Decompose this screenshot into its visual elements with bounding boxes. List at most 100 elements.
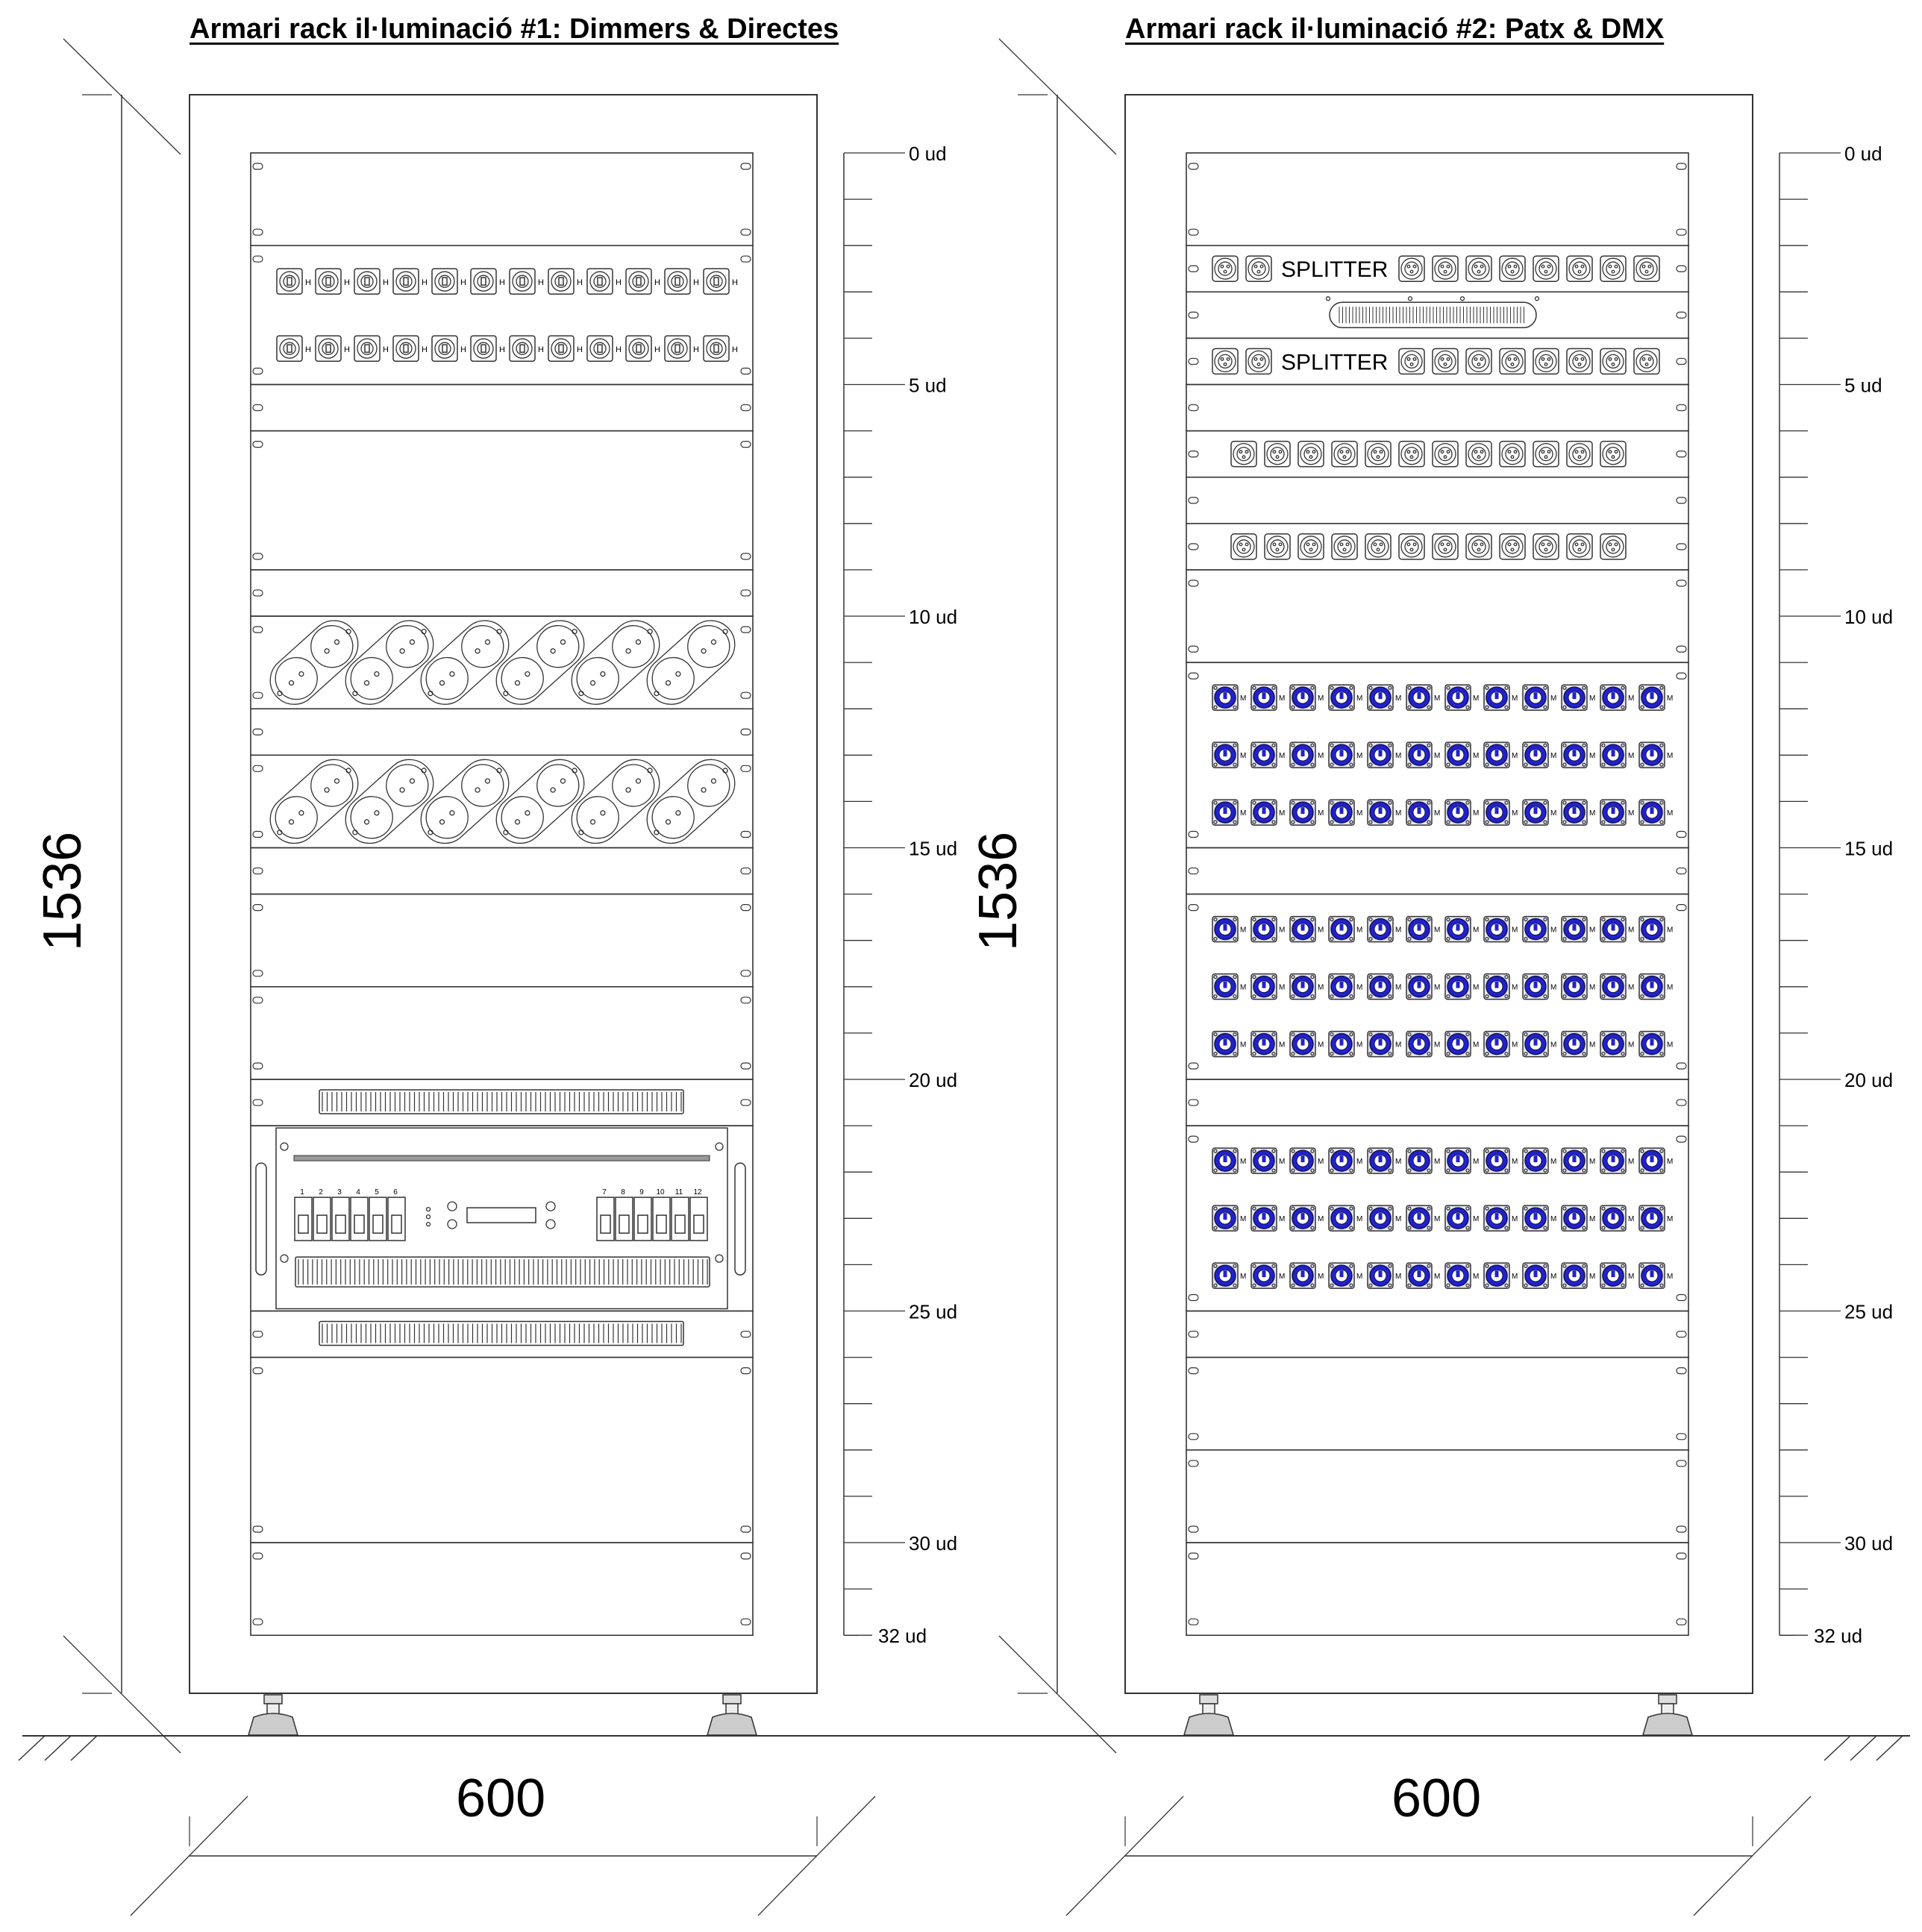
svg-text:M: M — [1240, 984, 1246, 992]
dimmer-channel-number: 2 — [319, 1188, 323, 1196]
rack2-powercon-patch-a: M M M M M M M M M M M M M M M M M M M M M M M M M M M M M M M M M M M M — [1186, 662, 1689, 849]
rack1-blank-u18 — [250, 986, 754, 1080]
svg-text:M: M — [1356, 926, 1362, 935]
svg-text:M: M — [1628, 809, 1634, 818]
svg-text:M: M — [1512, 809, 1518, 818]
rack1-dimmer-12ch: 1 2 3 4 5 6 7 8 9 10 11 12 — [250, 1125, 754, 1312]
svg-text:M: M — [1550, 1215, 1556, 1223]
rack1-blank-u16 — [250, 893, 754, 988]
svg-text:M: M — [1550, 694, 1556, 703]
svg-text:M: M — [1240, 1273, 1246, 1281]
rack1-powercon-direct-panel: H H H H H H H H H H H H H H H H H H H H H H H H — [250, 245, 754, 386]
svg-text:M: M — [1589, 752, 1595, 760]
floor-line — [18, 1735, 1910, 1761]
svg-text:M: M — [1240, 752, 1246, 760]
dimmer-channel-number: 5 — [375, 1188, 379, 1196]
svg-text:M: M — [1279, 1273, 1285, 1281]
rack2-blank-u26 — [1186, 1356, 1689, 1451]
rack2-blank-u30 — [1186, 1542, 1689, 1636]
scale-label-0: 0 ud — [1844, 142, 1882, 165]
rack1-blank-u5 — [250, 383, 754, 432]
rack2-powercon-patch-b: M M M M M M M M M M M M M M M M M M M M M M M M M M M M M M M M M M M M — [1186, 893, 1689, 1080]
svg-text:M: M — [1356, 1215, 1362, 1223]
svg-text:M: M — [1628, 1041, 1634, 1050]
svg-text:M: M — [1667, 694, 1673, 703]
rack2-blank-u15 — [1186, 847, 1689, 895]
svg-text:M: M — [1589, 1215, 1595, 1223]
scale-label-15: 15 ud — [909, 838, 957, 860]
scale-label-10: 10 ud — [1844, 606, 1893, 628]
svg-text:M: M — [1550, 1158, 1556, 1166]
svg-text:M: M — [1356, 984, 1362, 992]
svg-text:H: H — [693, 345, 699, 354]
rack1-schuko-panel-b — [250, 754, 754, 849]
rack2-xlr-patch-a — [1186, 430, 1689, 478]
scale-label-30: 30 ud — [909, 1532, 957, 1555]
dimmer-channel-number: 10 — [656, 1188, 665, 1196]
svg-text:M: M — [1356, 809, 1362, 818]
svg-text:M: M — [1473, 926, 1479, 935]
svg-text:M: M — [1318, 926, 1324, 935]
svg-text:M: M — [1589, 809, 1595, 818]
rack2-dmx-splitter-b: SPLITTER — [1186, 337, 1689, 386]
dimmer-channel-number: 7 — [602, 1188, 607, 1196]
rack2-blank-u25 — [1186, 1310, 1689, 1358]
svg-text:M: M — [1628, 694, 1634, 703]
svg-text:M: M — [1667, 1215, 1673, 1223]
svg-text:M: M — [1318, 809, 1324, 818]
svg-text:M: M — [1628, 984, 1634, 992]
dimmer-channel-number: 12 — [693, 1188, 702, 1196]
svg-text:M: M — [1512, 752, 1518, 760]
svg-text:M: M — [1589, 926, 1595, 935]
svg-text:M: M — [1318, 984, 1324, 992]
svg-text:M: M — [1356, 1273, 1362, 1281]
rack1-blank-u12 — [250, 708, 754, 756]
svg-text:M: M — [1550, 1273, 1556, 1281]
splitter-label: SPLITTER — [1281, 257, 1388, 282]
svg-text:M: M — [1473, 752, 1479, 760]
svg-text:M: M — [1356, 1158, 1362, 1166]
svg-text:H: H — [693, 278, 699, 287]
svg-text:M: M — [1512, 926, 1518, 935]
rack-2-foot-1 — [1183, 1694, 1234, 1736]
dimmer-channel-number: 8 — [621, 1188, 625, 1196]
svg-text:M: M — [1240, 926, 1246, 935]
svg-text:M: M — [1356, 694, 1362, 703]
svg-text:M: M — [1434, 752, 1440, 760]
rack-1-width-label: 600 — [456, 1769, 546, 1828]
svg-text:M: M — [1628, 752, 1634, 760]
svg-text:H: H — [344, 345, 350, 354]
svg-text:H: H — [499, 278, 505, 287]
svg-text:M: M — [1279, 809, 1285, 818]
svg-text:M: M — [1279, 694, 1285, 703]
rack-1-foot-1 — [248, 1694, 298, 1736]
rack-1-unit-scale: 0 ud 5 ud 10 ud 15 ud 20 ud 25 ud 30 ud 32 ud — [843, 142, 957, 1647]
rack-2-title: Armari rack il·luminació #2: Patx & DMX — [1125, 13, 1665, 45]
dimmer-channel-number: 4 — [356, 1188, 360, 1196]
scale-label-20: 20 ud — [1844, 1069, 1893, 1091]
svg-text:H: H — [305, 278, 311, 287]
svg-text:M: M — [1550, 984, 1556, 992]
scale-label-20: 20 ud — [909, 1069, 957, 1091]
rack-2-frame — [998, 38, 1812, 1916]
svg-text:M: M — [1395, 1273, 1401, 1281]
svg-text:M: M — [1550, 752, 1556, 760]
dimmer-channel-number: 6 — [393, 1188, 398, 1196]
svg-text:M: M — [1667, 926, 1673, 935]
svg-text:M: M — [1434, 1158, 1440, 1166]
rack-1-frame — [63, 38, 876, 1916]
svg-text:M: M — [1473, 1041, 1479, 1050]
scale-label-5: 5 ud — [909, 374, 947, 397]
svg-text:H: H — [732, 278, 738, 287]
rack2-dmx-node — [1186, 291, 1689, 339]
svg-text:M: M — [1240, 809, 1246, 818]
svg-text:M: M — [1667, 1273, 1673, 1281]
rack-1-title: Armari rack il·luminació #1: Dimmers & D… — [190, 13, 839, 45]
svg-text:H: H — [460, 345, 466, 354]
rack1-vent-panel-top — [250, 1079, 754, 1126]
svg-text:M: M — [1589, 984, 1595, 992]
rack2-blank-u9 — [1186, 569, 1689, 663]
svg-text:M: M — [1279, 926, 1285, 935]
